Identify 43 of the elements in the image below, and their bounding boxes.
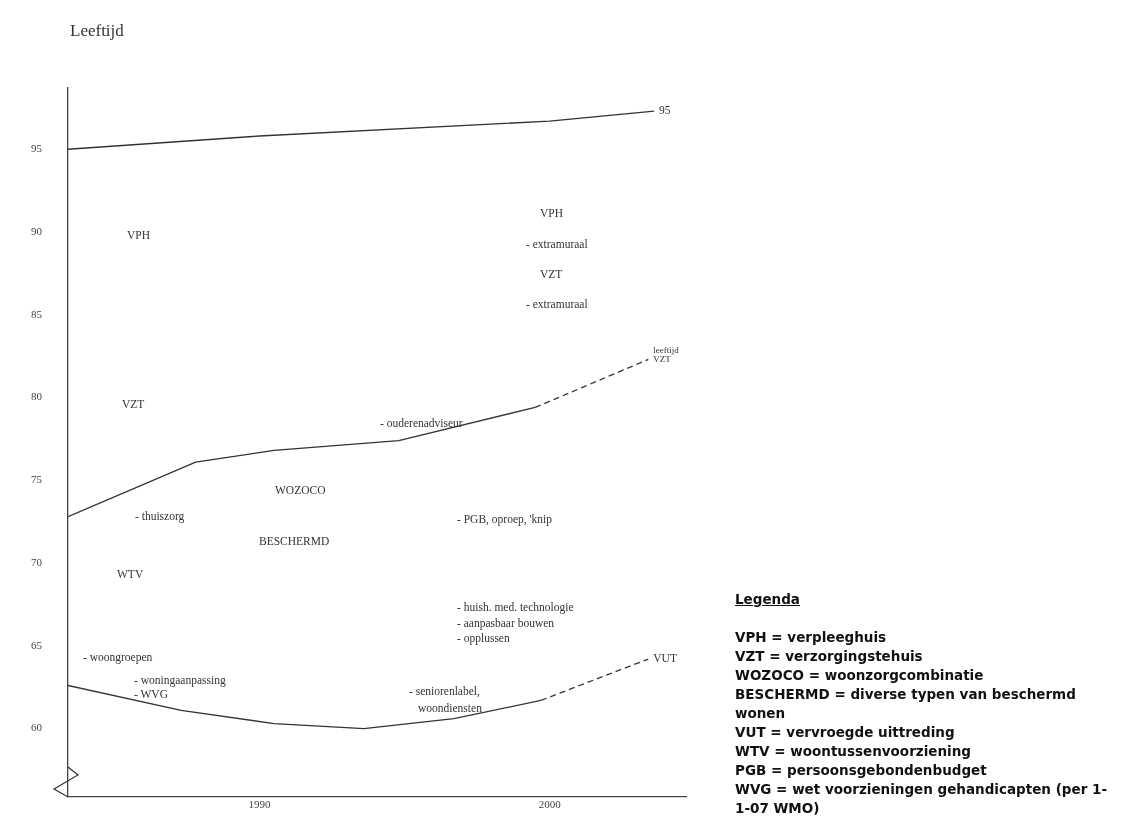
text: WVG = wet voorzieningen gehandicapten (per 1-1-07 WMO) [735, 780, 1109, 818]
y-tick-label: 60 [31, 721, 43, 734]
series-label: 95 [659, 104, 671, 117]
annotation: woondiensten [418, 702, 483, 715]
text: Legenda [735, 590, 801, 609]
x-tick-label: 1990 [248, 797, 271, 810]
annotation: WTV [117, 568, 144, 581]
annotation: - woongroepen [83, 651, 153, 665]
text: BESCHERMD = diverse typen van beschermd wonen [735, 685, 1077, 723]
text: VZT = verzorgingstehuis [735, 647, 924, 666]
y-tick-label: 95 [31, 142, 43, 155]
text: VPH = verpleeghuis [735, 628, 888, 647]
annotation: - seniorenlabel, [409, 685, 481, 699]
annotation: - WVG [134, 688, 168, 701]
y-tick-label: 70 [31, 555, 43, 568]
series-label: VUT [653, 652, 677, 665]
annotation: - woningaanpassing [134, 674, 226, 688]
text: PGB = persoonsgebondenbudget [735, 761, 988, 780]
annotation: BESCHERMD [259, 535, 330, 548]
y-tick-label: 75 [31, 473, 43, 486]
annotation: - aanpasbaar bouwen [457, 617, 555, 631]
annotation: - thuiszorg [135, 510, 185, 524]
annotation: VZT [540, 268, 563, 281]
series-label: leeftijd VZT [653, 345, 680, 365]
annotation: - PGB, oproep, 'knip [457, 513, 553, 527]
annotation: VPH [540, 207, 564, 220]
text: WOZOCO = woonzorgcombinatie [735, 666, 985, 685]
annotation: - huish. med. technologie [457, 601, 574, 615]
text: VUT = vervroegde uittreding [735, 723, 956, 742]
y-axis-title: Leeftijd [70, 21, 125, 40]
x-tick-label: 2000 [538, 797, 562, 810]
annotation: VZT [122, 398, 145, 411]
y-tick-label: 90 [31, 224, 43, 237]
annotation: - ouderenadviseur [380, 417, 463, 430]
annotation: - extramuraal [526, 298, 588, 311]
y-tick-label: 85 [31, 307, 43, 320]
y-tick-label: 65 [31, 638, 43, 651]
y-tick-label: 80 [31, 390, 43, 403]
text: WTV = woontussenvoorziening [735, 742, 972, 761]
annotation: - opplussen [457, 632, 510, 646]
annotation: WOZOCO [275, 484, 326, 497]
annotation: VPH [127, 229, 151, 242]
annotation: - extramuraal [526, 238, 588, 251]
